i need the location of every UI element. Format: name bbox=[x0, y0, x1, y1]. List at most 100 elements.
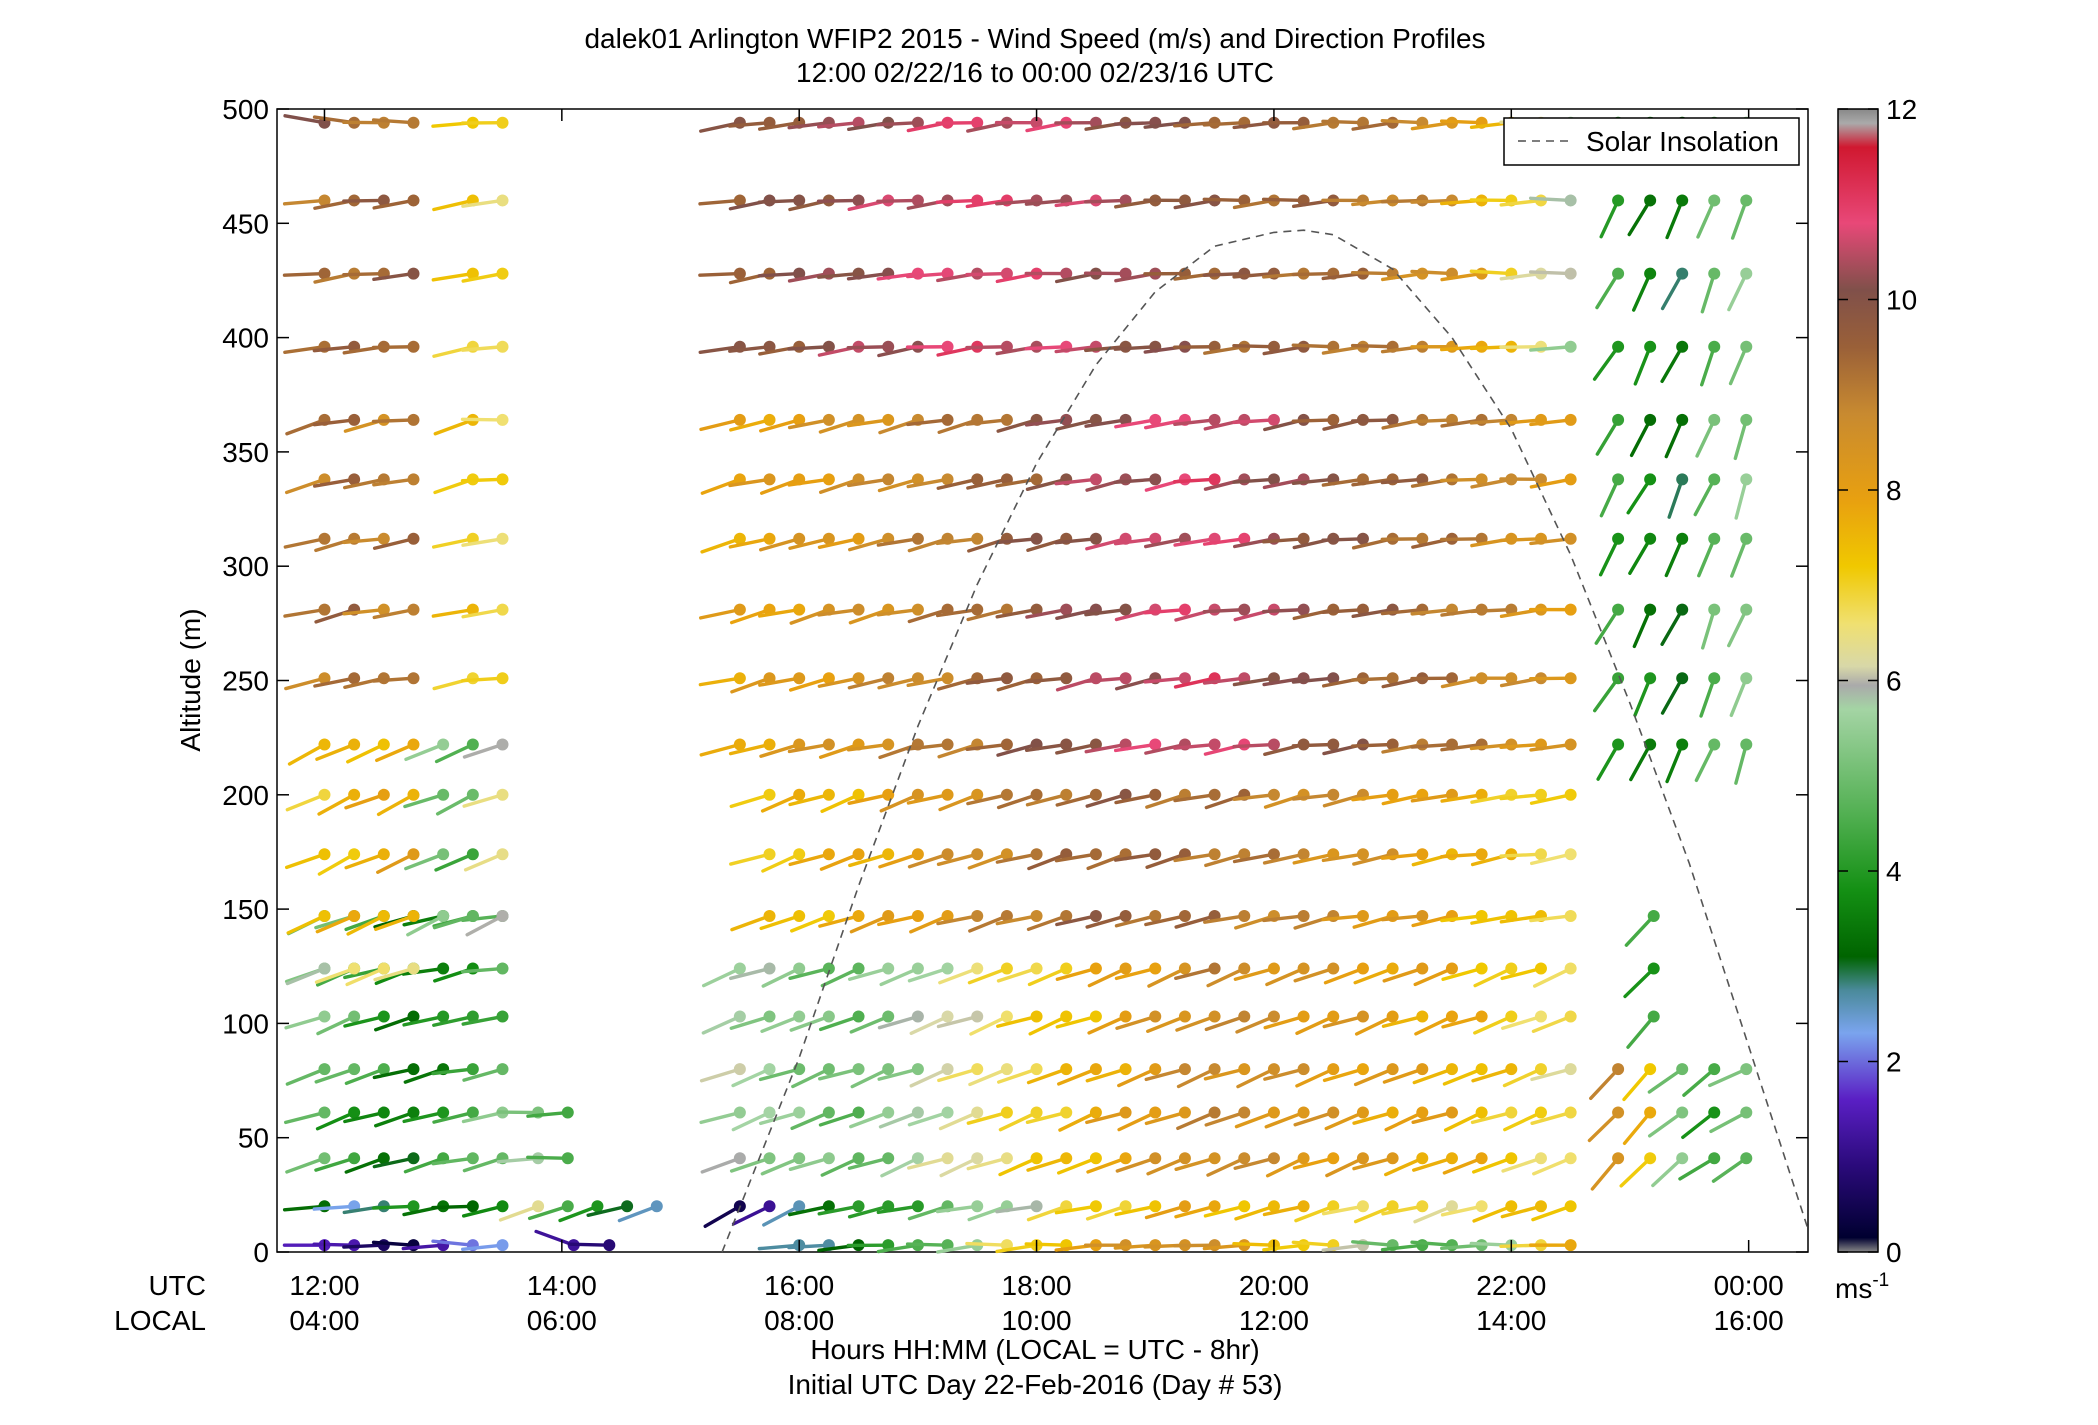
wind-barb-staff bbox=[969, 1014, 1009, 1036]
wind-barb-dot bbox=[911, 473, 924, 486]
wind-barb-dot bbox=[1178, 962, 1191, 975]
wind-barb bbox=[1624, 909, 1660, 947]
wind-barb-staff bbox=[433, 418, 475, 436]
wind-barb bbox=[1292, 1152, 1340, 1170]
wind-barb bbox=[1667, 473, 1689, 519]
wind-barb-staff bbox=[1115, 1156, 1157, 1173]
wind-barb bbox=[282, 267, 331, 280]
wind-barb-dot bbox=[1089, 788, 1102, 801]
wind-barb-staff bbox=[314, 966, 356, 984]
wind-barb-staff bbox=[1529, 418, 1573, 427]
wind-barb-dot bbox=[1564, 962, 1577, 975]
wind-barb-dot bbox=[407, 116, 420, 129]
wind-barb-staff bbox=[907, 1156, 950, 1170]
wind-barb-staff bbox=[1442, 1067, 1484, 1086]
wind-barb-dot bbox=[318, 1106, 331, 1119]
wind-barb-dot bbox=[466, 788, 479, 801]
wind-barb-dot bbox=[318, 532, 331, 545]
wind-barb-dot bbox=[1612, 194, 1625, 207]
wind-barb-dot bbox=[407, 909, 420, 922]
wind-barb bbox=[1324, 1106, 1369, 1131]
wind-barb-dot bbox=[1740, 1152, 1753, 1165]
wind-barb-staff bbox=[965, 1241, 1009, 1247]
wind-barb-dot bbox=[941, 1106, 954, 1119]
wind-barb-staff bbox=[907, 537, 950, 553]
wind-barb-dot bbox=[1089, 738, 1102, 751]
wind-barb-staff bbox=[995, 1243, 1039, 1254]
wind-barb-dot bbox=[318, 603, 331, 616]
wind-barb bbox=[1381, 1010, 1429, 1028]
wind-barb-staff bbox=[701, 1014, 742, 1035]
wind-barb-staff bbox=[371, 676, 416, 683]
wind-barb-staff bbox=[966, 793, 1009, 806]
wind-barb-staff bbox=[1593, 676, 1620, 713]
wind-barb bbox=[1380, 909, 1429, 922]
wind-barb-dot bbox=[1564, 532, 1577, 545]
wind-barb bbox=[790, 1106, 835, 1131]
wind-barb-staff bbox=[1261, 197, 1306, 203]
wind-barb-dot bbox=[882, 1152, 895, 1165]
wind-barb bbox=[1598, 532, 1625, 577]
wind-barb-staff bbox=[1291, 418, 1335, 423]
wind-barb bbox=[1384, 1106, 1429, 1132]
wind-barb-staff bbox=[373, 966, 416, 982]
wind-barb-dot bbox=[822, 848, 835, 861]
wind-barb-staff bbox=[1294, 1204, 1335, 1223]
wind-barb bbox=[876, 1200, 924, 1215]
wind-barb-staff bbox=[316, 1014, 356, 1036]
wind-barb-dot bbox=[1445, 1063, 1458, 1076]
wind-barb-staff bbox=[1055, 793, 1098, 807]
wind-barb-dot bbox=[1060, 603, 1073, 616]
wind-barb-dot bbox=[1030, 909, 1043, 922]
wind-barb bbox=[1469, 672, 1518, 685]
wind-barb-dot bbox=[1386, 962, 1399, 975]
wind-barb-dot bbox=[1149, 848, 1162, 861]
wind-barb-dot bbox=[466, 1200, 479, 1213]
wind-barb bbox=[461, 194, 509, 208]
wind-barb-staff bbox=[877, 1067, 920, 1081]
wind-barb-dot bbox=[1644, 603, 1657, 616]
wind-barb-dot bbox=[1149, 738, 1162, 751]
wind-barb-staff bbox=[344, 1156, 386, 1174]
wind-barb bbox=[1025, 1106, 1073, 1125]
wind-barb-staff bbox=[998, 1156, 1039, 1177]
wind-barb bbox=[849, 1010, 895, 1034]
wind-barb-staff bbox=[1058, 1110, 1098, 1132]
wind-barb-staff bbox=[1321, 345, 1365, 355]
wind-barb bbox=[728, 532, 776, 549]
wind-barb-dot bbox=[1564, 788, 1577, 801]
wind-barb-dot bbox=[1267, 413, 1280, 426]
wind-barb-staff bbox=[1025, 1110, 1068, 1125]
wind-barb-dot bbox=[763, 340, 776, 353]
wind-barb-staff bbox=[936, 1243, 979, 1254]
wind-barb-dot bbox=[496, 413, 509, 426]
wind-barb bbox=[790, 909, 835, 933]
wind-barb-staff bbox=[938, 793, 979, 812]
wind-barb-staff bbox=[1262, 1204, 1306, 1217]
wind-barb-staff bbox=[1057, 1067, 1098, 1086]
wind-barb bbox=[1234, 1106, 1280, 1129]
wind-barb-staff bbox=[788, 1204, 831, 1217]
wind-barb bbox=[995, 532, 1043, 545]
wind-barb-staff bbox=[1470, 914, 1513, 925]
wind-barb-staff bbox=[880, 1156, 920, 1178]
wind-barb-staff bbox=[1441, 1014, 1484, 1029]
wind-barb-dot bbox=[496, 848, 509, 861]
wind-barb-staff bbox=[1629, 418, 1652, 458]
wind-barb-staff bbox=[878, 852, 920, 869]
wind-barb-staff bbox=[1143, 676, 1187, 684]
wind-barb-staff bbox=[847, 966, 890, 981]
wind-barb-dot bbox=[496, 116, 509, 129]
wind-barb-dot bbox=[852, 1063, 865, 1076]
wind-barb-dot bbox=[1000, 788, 1013, 801]
wind-barb bbox=[1143, 603, 1191, 616]
wind-barb-dot bbox=[733, 532, 746, 545]
wind-barb-dot bbox=[1327, 1106, 1340, 1119]
wind-barb-staff bbox=[1261, 607, 1306, 614]
wind-barb-dot bbox=[318, 194, 331, 207]
wind-barb bbox=[1203, 1200, 1251, 1218]
wind-barb-staff bbox=[788, 676, 831, 692]
wind-barb-dot bbox=[1000, 848, 1013, 861]
wind-barb-staff bbox=[1055, 966, 1098, 981]
wind-barb-staff bbox=[879, 966, 920, 987]
